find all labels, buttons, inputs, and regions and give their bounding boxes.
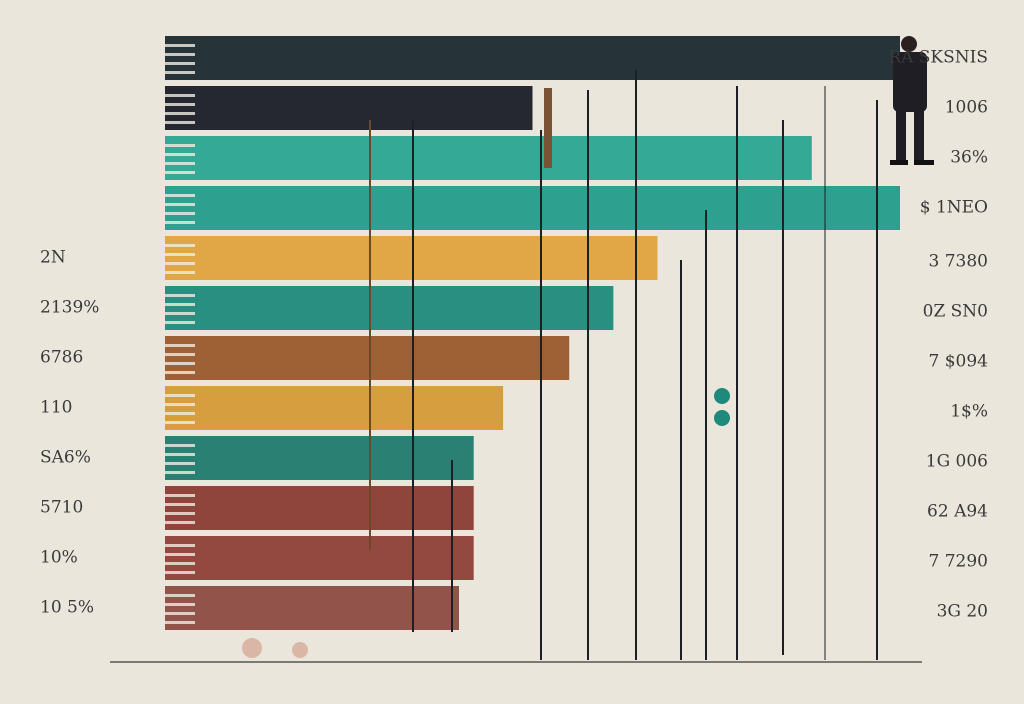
annotation: 1G 006 (926, 452, 988, 472)
bar-stripe (165, 453, 195, 456)
person-figure (890, 36, 934, 165)
bar-stripe (165, 203, 195, 206)
bar-stripe (165, 594, 195, 597)
bar-stripe (165, 444, 195, 447)
annotation: $ 1NEO (920, 198, 988, 218)
bar-stripe (165, 353, 195, 356)
bar (165, 386, 504, 430)
bar-stripe (165, 212, 195, 215)
bar-stripe (165, 612, 195, 615)
category-label: SA6% (40, 448, 91, 468)
bar-stripe (165, 294, 195, 297)
category-label: 110 (40, 398, 72, 418)
bar (165, 336, 570, 380)
bar-stripe (165, 603, 195, 606)
annotation: 7 7290 (929, 552, 988, 572)
bar-stripe (165, 112, 195, 115)
annotation: 3 7380 (929, 252, 988, 272)
bar-stripe (165, 44, 195, 47)
category-label: 5710 (40, 498, 83, 518)
bar-stripe (165, 471, 195, 474)
bar-stripe (165, 553, 195, 556)
bar-stripe (165, 171, 195, 174)
bar-stripe (165, 544, 195, 547)
bars (165, 36, 900, 630)
bar (165, 186, 900, 230)
bar-stripe (165, 403, 195, 406)
annotation: RA SKSNIS (888, 48, 988, 68)
category-label: 2139% (40, 298, 99, 318)
bar-stripe (165, 312, 195, 315)
annotation: 62 A94 (927, 502, 988, 522)
bar-stripe (165, 562, 195, 565)
bar-stripe (165, 153, 195, 156)
bar-stripe (165, 512, 195, 515)
bar-stripe (165, 253, 195, 256)
bar-stripe (165, 621, 195, 624)
annotation: 3G 20 (937, 602, 988, 622)
bar (165, 586, 459, 630)
bar-stripe (165, 121, 195, 124)
annotation: 0Z SN0 (923, 302, 988, 322)
category-label: 2N (40, 248, 66, 268)
bar-stripe (165, 503, 195, 506)
annotation: 36% (950, 148, 988, 168)
bar-stripe (165, 571, 195, 574)
bar (165, 86, 533, 130)
bar-stripe (165, 394, 195, 397)
bar-stripe (165, 62, 195, 65)
decor-lines (110, 70, 922, 663)
bar-stripe (165, 194, 195, 197)
bar (165, 136, 812, 180)
annotation: 1$% (950, 402, 988, 422)
bar (165, 36, 900, 80)
annotation: 7 $094 (929, 352, 988, 372)
bar-stripe (165, 144, 195, 147)
bar-stripe (165, 71, 195, 74)
bar-stripe (165, 162, 195, 165)
bar-stripe (165, 262, 195, 265)
bar-stripe (165, 53, 195, 56)
bar-stripe (165, 421, 195, 424)
bar-stripe (165, 521, 195, 524)
category-label: 10% (40, 548, 78, 568)
bar (165, 486, 474, 530)
bar (165, 236, 658, 280)
bar-stripe (165, 271, 195, 274)
bar-stripe (165, 244, 195, 247)
bar-stripe (165, 94, 195, 97)
bar-stripe (165, 362, 195, 365)
bar-stripe (165, 371, 195, 374)
bar (165, 436, 474, 480)
bar-stripe (165, 462, 195, 465)
annotation: 1006 (945, 98, 988, 118)
bar-stripe (165, 303, 195, 306)
bar-stripe (165, 344, 195, 347)
bar-stripe (165, 494, 195, 497)
bar (165, 286, 614, 330)
bar-stripe (165, 321, 195, 324)
category-label: 6786 (40, 348, 83, 368)
category-label: 10 5% (40, 598, 94, 618)
bar-stripe (165, 103, 195, 106)
bar-stripe (165, 412, 195, 415)
bar (165, 536, 474, 580)
bar-stripe (165, 221, 195, 224)
